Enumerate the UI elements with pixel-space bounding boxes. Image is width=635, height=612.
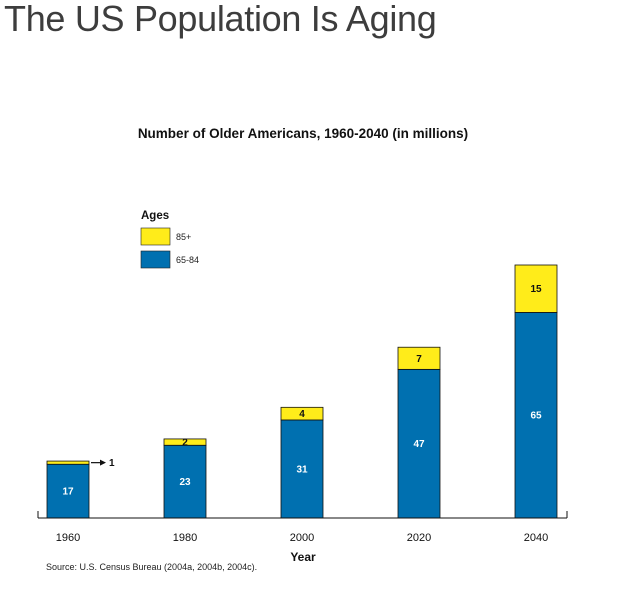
legend-label-85-plus: 85+ — [176, 232, 191, 242]
bar-2020-85-plus — [397, 346, 441, 370]
page-title: The US Population Is Aging — [4, 0, 437, 39]
bar-label-2040-65-84: 65 — [530, 411, 542, 422]
x-tick-label-2000: 2000 — [290, 532, 314, 544]
x-axis-title: Year — [290, 550, 316, 564]
bar-2000-65-84 — [280, 419, 324, 519]
chart-title: Number of Older Americans, 1960-2040 (in… — [138, 126, 468, 141]
legend-title: Ages — [141, 210, 169, 222]
bar-1980-85-plus — [163, 438, 207, 446]
x-tick-label-2040: 2040 — [524, 532, 548, 544]
x-axis: 1960 1980 2000 2020 2040 — [37, 511, 568, 544]
bar-label-1980-65-84: 23 — [179, 477, 191, 488]
legend-label-65-84: 65-84 — [176, 255, 199, 265]
x-tick-label-1960: 1960 — [56, 532, 80, 544]
bar-2020-65-84 — [397, 368, 441, 519]
legend-swatch-65-84 — [140, 250, 171, 269]
legend-swatch-85-plus — [140, 227, 171, 246]
annotation-arrowhead-1960 — [100, 459, 106, 466]
bar-2040-65-84 — [514, 312, 558, 519]
bar-label-1960-65-84: 17 — [62, 487, 74, 498]
bar-1960-65-84 — [46, 463, 90, 519]
bar-2000-85-plus — [280, 406, 324, 421]
annotation-label-1960: 1 — [109, 458, 115, 469]
bar-1960-85-plus — [46, 460, 90, 465]
bar-label-1980-85-plus: 2 — [182, 438, 188, 449]
legend: Ages 85+ 65-84 — [140, 210, 199, 269]
bars-group: 17 1 23 2 31 4 47 7 65 15 — [46, 264, 558, 519]
bar-label-2000-85-plus: 4 — [299, 409, 305, 420]
bar-label-2020-85-plus: 7 — [416, 354, 422, 365]
source-note: Source: U.S. Census Bureau (2004a, 2004b… — [46, 562, 257, 572]
bar-label-2000-65-84: 31 — [296, 464, 308, 475]
x-tick-label-2020: 2020 — [407, 532, 431, 544]
bar-label-2020-65-84: 47 — [413, 439, 425, 450]
bar-2040-85-plus — [514, 264, 558, 313]
bar-label-2040-85-plus: 15 — [530, 284, 542, 295]
x-tick-label-1980: 1980 — [173, 532, 197, 544]
